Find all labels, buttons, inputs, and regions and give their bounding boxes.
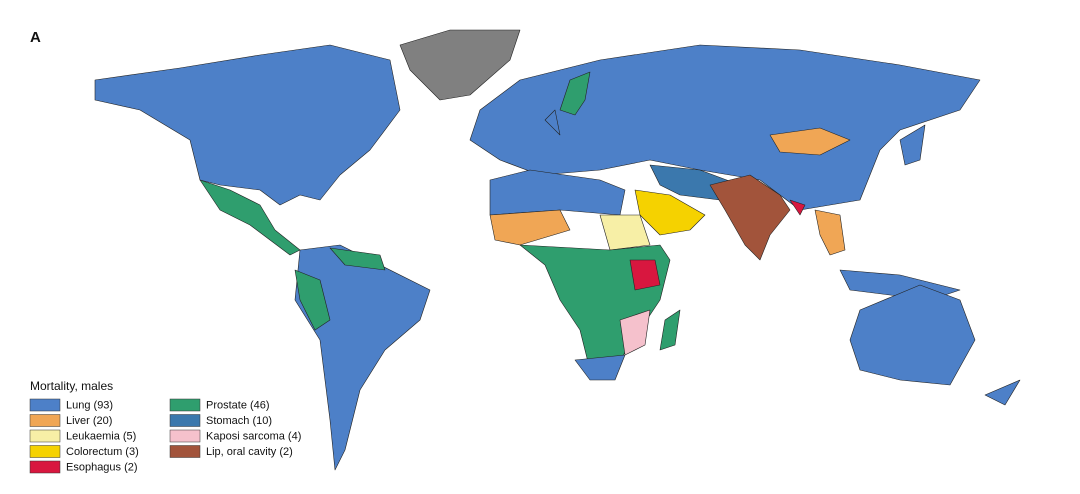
legend-swatch bbox=[169, 429, 201, 443]
mongolia bbox=[769, 127, 851, 156]
legend-label: Liver (20) bbox=[66, 415, 112, 427]
eurasia bbox=[469, 44, 981, 211]
legend-swatch bbox=[29, 414, 61, 427]
north-africa bbox=[489, 169, 626, 216]
greenland bbox=[399, 29, 521, 101]
legend-label: Stomach (10) bbox=[206, 415, 272, 427]
legend-label: Esophagus (2) bbox=[66, 461, 138, 473]
north-america bbox=[94, 44, 401, 206]
legend-swatch bbox=[29, 398, 61, 412]
kenya bbox=[629, 259, 661, 291]
scandinavia bbox=[559, 71, 591, 116]
legend-label: Leukaemia (5) bbox=[66, 430, 136, 442]
legend: Lung (93) Liver (20) Leukaemia (5) Colorect… bbox=[29, 398, 301, 474]
central-america bbox=[199, 179, 301, 256]
bangladesh bbox=[789, 199, 806, 216]
legend-label: Lung (93) bbox=[66, 399, 113, 411]
australia bbox=[849, 284, 976, 386]
legend-swatch bbox=[29, 460, 61, 474]
india bbox=[709, 174, 791, 261]
south-africa bbox=[574, 354, 626, 381]
japan bbox=[899, 124, 926, 166]
legend-label: Colorectum (3) bbox=[66, 446, 139, 458]
new-zealand bbox=[984, 379, 1021, 406]
panel-label: A bbox=[30, 29, 41, 46]
countries bbox=[94, 29, 1021, 471]
west-africa bbox=[489, 209, 571, 246]
legend-swatch bbox=[169, 445, 201, 458]
legend-label: Lip, oral cavity (2) bbox=[206, 446, 293, 458]
legend-swatch bbox=[169, 414, 201, 427]
legend-label: Kaposi sarcoma (4) bbox=[206, 430, 301, 442]
legend-swatch bbox=[29, 429, 61, 443]
legend-swatch bbox=[169, 398, 201, 412]
andes bbox=[294, 269, 331, 331]
legend-swatch bbox=[29, 445, 61, 458]
madagascar bbox=[659, 309, 681, 351]
mozambique bbox=[619, 309, 651, 356]
southeast-asia bbox=[814, 209, 846, 256]
legend-label: Prostate (46) bbox=[206, 399, 270, 411]
guyanas bbox=[329, 247, 386, 271]
legend-title: Mortality, males bbox=[30, 379, 113, 393]
uk bbox=[544, 109, 561, 136]
sudan bbox=[599, 214, 651, 251]
